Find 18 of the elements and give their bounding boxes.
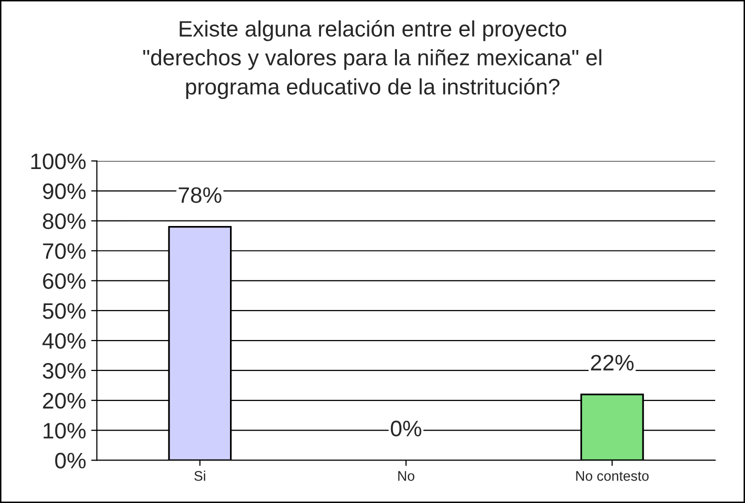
x-tick-label: No contesto — [576, 471, 649, 481]
y-tick-label: 20% — [43, 392, 86, 409]
data-label: 22% — [591, 354, 634, 370]
x-tick-label: No — [398, 471, 414, 481]
chart-title: Existe alguna relación entre el proyecto "derechos y valores para la niñez mexicana" el programa educativo de la instritución? — [143, 20, 602, 100]
y-tick-label: 0% — [55, 452, 86, 469]
y-tick-label: 80% — [42, 213, 86, 230]
y-tick-label: 70% — [43, 243, 86, 260]
y-tick-label: 100% — [31, 153, 86, 170]
data-label: 78% — [178, 187, 222, 203]
data-label: 0% — [390, 420, 422, 436]
x-tick-label: Si — [194, 470, 206, 481]
y-tick-label: 60% — [43, 273, 86, 289]
y-tick-label: 30% — [42, 362, 86, 379]
y-tick-label: 40% — [42, 333, 86, 349]
y-tick-label: 10% — [44, 422, 86, 439]
y-tick-label: 50% — [42, 303, 86, 319]
y-tick-label: 90% — [43, 183, 86, 200]
